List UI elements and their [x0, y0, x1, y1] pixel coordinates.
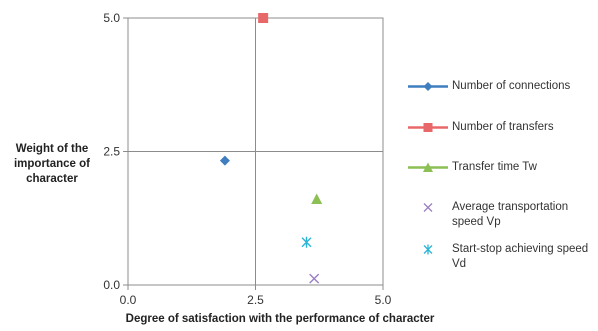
legend-item-transfer-time: Transfer time Tw	[406, 160, 537, 175]
data-point-star	[301, 236, 312, 248]
axis-ticks: 0.0 2.5 5.0 0.0 2.5 5.0	[103, 11, 391, 307]
data-point-diamond	[219, 155, 230, 166]
y-axis-label-line-3: character	[26, 173, 78, 185]
legend-item-transfers: Number of transfers	[406, 120, 554, 135]
legend-marker-x	[423, 203, 433, 212]
legend-label: Average transportation speed Vp	[452, 201, 569, 228]
data-point-triangle	[311, 193, 323, 205]
x-tick-label: 0.0	[120, 293, 137, 307]
legend-marker-square	[408, 123, 448, 132]
legend-marker-diamond	[408, 82, 448, 91]
x-axis-label: Degree of satisfaction with the performa…	[125, 313, 435, 325]
data-points	[219, 13, 323, 284]
legend-label: Number of transfers	[452, 121, 554, 133]
y-tick-label: 5.0	[103, 11, 120, 25]
legend-item-avg-speed: Average transportation speed Vp	[406, 200, 598, 230]
legend-label: Transfer time Tw	[452, 161, 537, 173]
y-tick-label: 0.0	[103, 278, 120, 292]
data-point-x	[309, 273, 320, 284]
y-axis-label-line-1: Weight of the	[15, 143, 89, 155]
plot-area	[127, 17, 384, 286]
data-point-square	[258, 13, 269, 23]
y-axis-label: Weight of the importance of character	[2, 142, 102, 187]
x-tick-label: 2.5	[247, 293, 264, 307]
y-tick-label: 2.5	[103, 145, 120, 159]
legend-item-connections: Number of connections	[406, 79, 570, 94]
legend-marker-triangle	[408, 162, 448, 172]
legend-label: Start-stop achieving speed Vd	[452, 243, 589, 270]
x-tick-label: 5.0	[375, 293, 392, 307]
legend-item-start-stop: Start-stop achieving speed Vd	[406, 242, 598, 272]
y-axis-label-line-2: importance of	[13, 158, 91, 170]
legend-marker-star	[423, 244, 433, 255]
legend-label: Number of connections	[452, 80, 571, 92]
